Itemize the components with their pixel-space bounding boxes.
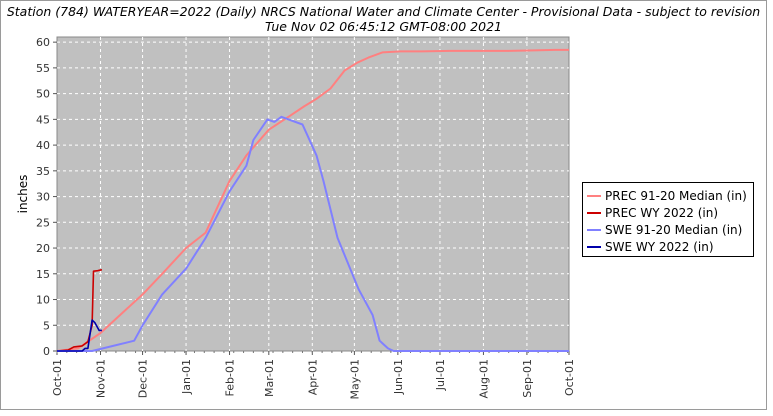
x-tick-label: Dec-01: [137, 359, 150, 398]
x-tick-label: Aug-01: [477, 359, 490, 398]
y-tick-label: 55: [36, 62, 50, 75]
y-tick-label: 40: [36, 139, 50, 152]
y-tick-label: 35: [36, 165, 50, 178]
y-tick-label: 50: [36, 88, 50, 101]
y-tick-label: 15: [36, 268, 50, 281]
legend-label: PREC WY 2022 (in): [605, 205, 719, 220]
x-tick-label: Oct-01: [563, 359, 576, 396]
y-tick-label: 0: [43, 345, 50, 358]
series-line: [57, 319, 102, 352]
x-tick-label: May-01: [348, 359, 361, 400]
legend-item: PREC 91-20 Median (in): [587, 187, 753, 204]
legend-label: SWE 91-20 Median (in): [605, 222, 743, 237]
chart-title-line2: Tue Nov 02 06:45:12 GMT-08:00 2021: [265, 19, 502, 34]
series-line: [56, 48, 569, 352]
plot-area: [56, 36, 570, 352]
x-tick-label: Sep-01: [521, 359, 534, 398]
x-tick-label: Nov-01: [94, 359, 107, 398]
x-tick-label: Jan-01: [180, 359, 193, 395]
y-tick-label: 5: [43, 319, 50, 332]
x-tick-label: Apr-01: [306, 359, 319, 395]
y-tick-label: 60: [36, 36, 50, 49]
y-tick-label: 20: [36, 242, 50, 255]
legend-item: PREC WY 2022 (in): [587, 204, 753, 221]
y-tick-label: 30: [36, 191, 50, 204]
legend-swatch: [587, 211, 601, 214]
legend-item: SWE WY 2022 (in): [587, 238, 753, 255]
chart-frame: [0, 0, 767, 410]
x-tick-label: Oct-01: [51, 359, 64, 396]
x-tick-label: Jul-01: [434, 359, 447, 391]
legend-item: SWE 91-20 Median (in): [587, 221, 753, 238]
series-line: [56, 268, 103, 352]
legend-swatch: [587, 245, 601, 248]
legend-swatch: [587, 194, 601, 197]
x-tick-label: Mar-01: [263, 359, 276, 397]
y-tick-label: 45: [36, 113, 50, 126]
legend-label: SWE WY 2022 (in): [605, 239, 714, 254]
legend: PREC 91-20 Median (in) PREC WY 2022 (in)…: [582, 182, 754, 257]
y-tick-label: 25: [36, 216, 50, 229]
series-line: [57, 115, 569, 352]
chart-title-line1: Station (784) WATERYEAR=2022 (Daily) NRC…: [6, 4, 761, 19]
y-tick-label: 10: [36, 294, 50, 307]
legend-swatch: [587, 228, 601, 231]
y-axis-label: inches: [16, 175, 30, 214]
x-tick-label: Feb-01: [224, 359, 237, 396]
x-tick-label: Jun-01: [392, 359, 405, 395]
legend-label: PREC 91-20 Median (in): [605, 188, 747, 203]
